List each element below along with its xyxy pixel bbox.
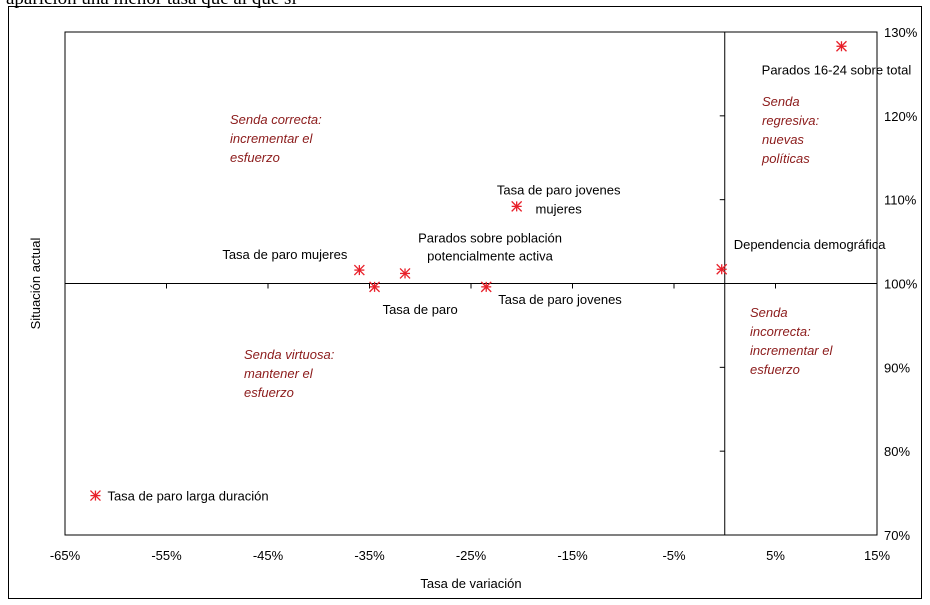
data-point xyxy=(369,281,381,293)
marker-stroke xyxy=(836,40,847,52)
point-label: mujeres xyxy=(536,201,583,216)
zone-annotation-top-right: políticas xyxy=(761,151,810,166)
y-tick-label: 120% xyxy=(884,109,918,124)
x-tick-label: -35% xyxy=(354,548,385,563)
data-point xyxy=(89,490,101,502)
marker-stroke xyxy=(353,264,365,276)
marker-stroke xyxy=(369,281,381,293)
marker-stroke xyxy=(89,490,101,502)
marker-stroke xyxy=(511,200,523,212)
x-tick-label: -25% xyxy=(456,548,487,563)
point-label: Tasa de paro xyxy=(383,302,458,317)
y-tick-label: 70% xyxy=(884,528,910,543)
marker-stroke xyxy=(716,263,728,275)
zone-annotation-top-right: nuevas xyxy=(762,132,804,147)
x-tick-label: -15% xyxy=(557,548,588,563)
zone-annotation-top-left: Senda correcta: xyxy=(230,112,322,127)
zone-annotation-bottom-left: mantener el xyxy=(244,366,314,381)
data-point xyxy=(480,281,492,293)
zone-annotation-top-left: esfuerzo xyxy=(230,150,280,165)
x-tick-label: 5% xyxy=(766,548,785,563)
zone-annotation-bottom-left: esfuerzo xyxy=(244,385,294,400)
zone-annotation-bottom-left: Senda virtuosa: xyxy=(244,347,335,362)
data-point xyxy=(511,200,523,212)
marker-stroke xyxy=(480,281,492,293)
y-axis-title: Situación actual xyxy=(28,237,43,329)
point-label: Dependencia demográfica xyxy=(734,237,887,252)
x-tick-label: 15% xyxy=(864,548,890,563)
y-tick-label: 80% xyxy=(884,444,910,459)
zone-annotation-top-left: incrementar el xyxy=(230,131,313,146)
point-label: Tasa de paro jovenes xyxy=(498,292,622,307)
point-label: Tasa de paro larga duración xyxy=(107,489,268,504)
data-point xyxy=(353,264,365,276)
top-caption: aparición una menor tasa que al que si xyxy=(6,0,297,10)
y-tick-label: 130% xyxy=(884,25,918,40)
point-label: Parados sobre población xyxy=(418,230,562,245)
zone-annotation-bottom-right: esfuerzo xyxy=(750,362,800,377)
figure-border xyxy=(8,6,922,599)
y-tick-label: 100% xyxy=(884,277,918,292)
zone-annotation-top-right: regresiva: xyxy=(762,113,819,128)
zone-annotation-top-right: Senda xyxy=(762,94,800,109)
y-tick-label: 90% xyxy=(884,360,910,375)
point-label: potencialmente activa xyxy=(427,248,554,263)
data-point xyxy=(716,263,728,275)
zone-annotation-bottom-right: incrementar el xyxy=(750,343,833,358)
data-point xyxy=(399,267,411,279)
zone-annotation-bottom-right: incorrecta: xyxy=(750,324,811,339)
point-label: Parados 16-24 sobre total xyxy=(762,62,912,77)
x-axis-title: Tasa de variación xyxy=(420,576,521,591)
x-tick-label: -65% xyxy=(50,548,81,563)
x-tick-label: -55% xyxy=(151,548,182,563)
data-point xyxy=(836,40,847,52)
point-label: Tasa de paro mujeres xyxy=(222,247,348,262)
zone-annotation-bottom-right: Senda xyxy=(750,305,788,320)
point-label: Tasa de paro jovenes xyxy=(497,182,621,197)
marker-stroke xyxy=(399,267,411,279)
x-tick-label: -5% xyxy=(662,548,686,563)
y-tick-label: 110% xyxy=(884,193,917,208)
x-tick-label: -45% xyxy=(253,548,284,563)
